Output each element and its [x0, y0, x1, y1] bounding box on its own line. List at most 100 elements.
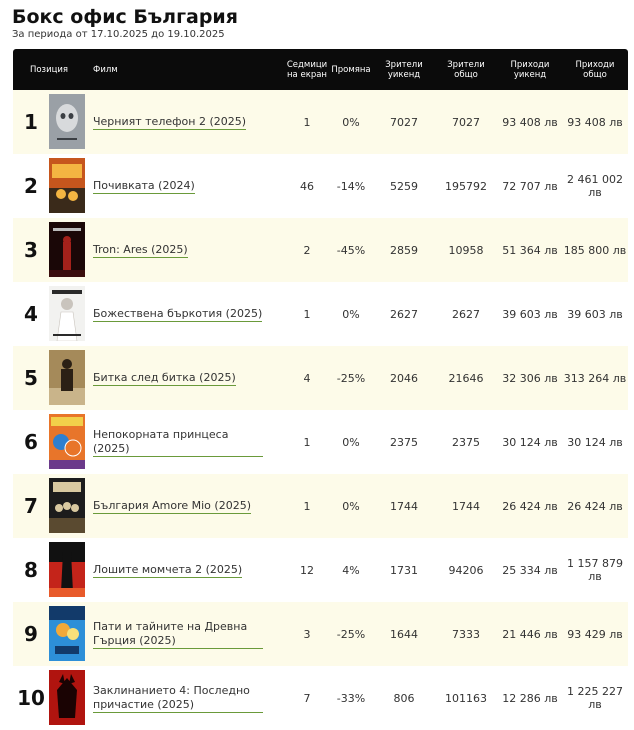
- table-row: 6 Непокорната принцеса (2025) 1 0% 2375 2375 3…: [13, 410, 628, 474]
- revenue-weekend: 39 603 лв: [502, 307, 558, 321]
- page-title: Бокс офис България: [12, 6, 238, 28]
- change-percent: -25%: [336, 627, 366, 641]
- poster-image[interactable]: [49, 286, 85, 341]
- header-position: Позиция: [29, 64, 69, 75]
- rank: 9: [24, 622, 38, 646]
- box-office-table: Позиция Филм Седмици на екран Промяна Зр…: [13, 49, 628, 730]
- viewers-weekend: 2627: [390, 307, 418, 321]
- film-title-cell: България Amore Mio (2025): [93, 474, 263, 538]
- rank: 4: [24, 302, 38, 326]
- film-title-cell: Божествена бъркотия (2025): [93, 282, 263, 346]
- header-weeks: Седмици на екран: [286, 59, 328, 80]
- rank: 1: [24, 110, 38, 134]
- viewers-total: 2627: [452, 307, 480, 321]
- weeks-on-screen: 1: [303, 435, 311, 449]
- weeks-on-screen: 12: [300, 563, 314, 577]
- film-title-link[interactable]: Tron: Ares (2025): [93, 242, 188, 258]
- rank: 5: [24, 366, 38, 390]
- film-title-link[interactable]: Битка след битка (2025): [93, 370, 236, 386]
- revenue-weekend: 32 306 лв: [502, 371, 558, 385]
- poster-image[interactable]: [49, 670, 85, 725]
- table-row: 10 Заклинанието 4: Последно причастие (20…: [13, 666, 628, 730]
- rank: 8: [24, 558, 38, 582]
- poster-image[interactable]: [49, 222, 85, 277]
- viewers-weekend: 2859: [390, 243, 418, 257]
- table-row: 1 Черният телефон 2 (2025) 1 0% 7027 7027 93 4…: [13, 90, 628, 154]
- revenue-weekend: 25 334 лв: [502, 563, 558, 577]
- viewers-weekend: 1644: [390, 627, 418, 641]
- table-header: Позиция Филм Седмици на екран Промяна Зр…: [13, 49, 628, 90]
- revenue-weekend: 12 286 лв: [502, 691, 558, 705]
- film-title-link[interactable]: Пати и тайните на Древна Гърция (2025): [93, 620, 263, 649]
- table-body: 1 Черният телефон 2 (2025) 1 0% 7027 7027 93 4…: [13, 90, 628, 730]
- viewers-total: 2375: [452, 435, 480, 449]
- viewers-total: 21646: [448, 371, 484, 385]
- rank: 7: [24, 494, 38, 518]
- film-title-link[interactable]: Заклинанието 4: Последно причастие (2025…: [93, 684, 263, 713]
- poster-image[interactable]: [49, 350, 85, 405]
- film-title-link[interactable]: Непокорната принцеса (2025): [93, 428, 263, 457]
- weeks-on-screen: 1: [303, 499, 311, 513]
- viewers-total: 1744: [452, 499, 480, 513]
- film-title-link[interactable]: България Amore Mio (2025): [93, 498, 251, 514]
- header-revenue-weekend: Приходи уикенд: [510, 59, 550, 80]
- film-title-link[interactable]: Божествена бъркотия (2025): [93, 306, 263, 322]
- film-title-cell: Пати и тайните на Древна Гърция (2025): [93, 602, 263, 666]
- change-percent: 0%: [342, 115, 360, 129]
- revenue-total: 2 461 002 лв: [567, 173, 623, 199]
- header-revenue-total: Приходи общо: [575, 59, 615, 80]
- revenue-total: 30 124 лв: [567, 435, 623, 449]
- table-row: 2 Почивката (2024) 46 -14% 5259 195792 72 707 …: [13, 154, 628, 218]
- viewers-total: 94206: [448, 563, 484, 577]
- header-viewers-total: Зрители общо: [447, 59, 485, 80]
- table-row: 7 България Amore Mio (2025) 1 0% 1744 1744 26 …: [13, 474, 628, 538]
- weeks-on-screen: 7: [303, 691, 311, 705]
- header-film: Филм: [93, 64, 118, 75]
- table-row: 8 Лошите момчета 2 (2025) 12 4% 1731 94206 25 …: [13, 538, 628, 602]
- poster-image[interactable]: [49, 94, 85, 149]
- revenue-weekend: 72 707 лв: [502, 179, 558, 193]
- change-percent: 4%: [342, 563, 360, 577]
- change-percent: -25%: [336, 371, 366, 385]
- film-title-link[interactable]: Лошите момчета 2 (2025): [93, 562, 243, 578]
- weeks-on-screen: 1: [303, 307, 311, 321]
- revenue-weekend: 26 424 лв: [502, 499, 558, 513]
- revenue-total: 313 264 лв: [563, 371, 627, 385]
- viewers-weekend: 7027: [390, 115, 418, 129]
- revenue-total: 1 157 879 лв: [567, 557, 623, 583]
- poster-image[interactable]: [49, 542, 85, 597]
- film-title-cell: Заклинанието 4: Последно причастие (2025…: [93, 666, 263, 730]
- revenue-total: 39 603 лв: [567, 307, 623, 321]
- weeks-on-screen: 3: [303, 627, 311, 641]
- film-title-cell: Tron: Ares (2025): [93, 218, 263, 282]
- film-title-link[interactable]: Черният телефон 2 (2025): [93, 114, 247, 130]
- rank: 6: [24, 430, 38, 454]
- viewers-weekend: 1731: [390, 563, 418, 577]
- rank: 3: [24, 238, 38, 262]
- revenue-total: 1 225 227 лв: [567, 685, 623, 711]
- viewers-total: 7333: [452, 627, 480, 641]
- poster-image[interactable]: [49, 478, 85, 533]
- poster-image[interactable]: [49, 158, 85, 213]
- rank: 2: [24, 174, 38, 198]
- revenue-weekend: 21 446 лв: [502, 627, 558, 641]
- viewers-total: 195792: [445, 179, 487, 193]
- revenue-total: 93 429 лв: [567, 627, 623, 641]
- viewers-weekend: 1744: [390, 499, 418, 513]
- table-row: 5 Битка след битка (2025) 4 -25% 2046 21646 32…: [13, 346, 628, 410]
- viewers-weekend: 806: [393, 691, 415, 705]
- change-percent: 0%: [342, 307, 360, 321]
- poster-image[interactable]: [49, 606, 85, 661]
- viewers-total: 7027: [452, 115, 480, 129]
- film-title-cell: Битка след битка (2025): [93, 346, 263, 410]
- change-percent: -45%: [336, 243, 366, 257]
- weeks-on-screen: 4: [303, 371, 311, 385]
- change-percent: -33%: [336, 691, 366, 705]
- weeks-on-screen: 1: [303, 115, 311, 129]
- header-change: Промяна: [331, 64, 371, 75]
- rank: 10: [17, 686, 45, 710]
- film-title-link[interactable]: Почивката (2024): [93, 178, 195, 194]
- revenue-weekend: 93 408 лв: [502, 115, 558, 129]
- header-viewers-weekend: Зрители уикенд: [385, 59, 423, 80]
- poster-image[interactable]: [49, 414, 85, 469]
